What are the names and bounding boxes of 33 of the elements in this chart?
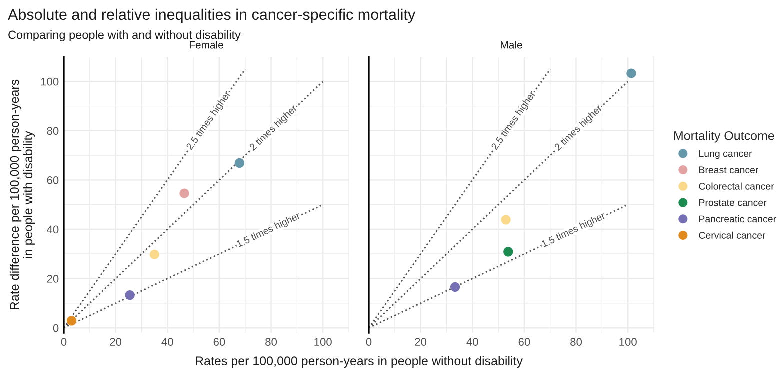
annotation: 1.5 times higher [236,212,302,250]
y-tick-label: 80 [47,127,59,136]
y-tick-label: 0 [53,324,59,332]
annotation: 1.5 times higher [541,212,607,250]
x-tick-label: 40 [162,338,174,346]
legend-label: Pancreatic cancer [700,215,776,223]
x-tick-label: 0 [61,338,67,346]
x-tick-label: 80 [570,338,582,346]
y-tick-label: 20 [47,275,59,283]
x-tick-label: 60 [518,338,530,346]
x-tick-label: 100 [314,338,332,346]
x-tick-label: 60 [214,338,226,346]
y-axis-title: Rate difference per 100,000 person-years in people with disability [10,80,36,310]
y-tick-label: 100 [41,78,59,86]
chart-title: Male [501,41,522,49]
text: Absolute and relative inequalities in cancer-specific mortality [8,8,416,24]
x-tick-label: 100 [620,338,637,346]
x-tick-label: 80 [266,338,278,346]
legend-label: Breast cancer [700,166,759,174]
x-tick-label: 40 [466,338,478,346]
x-tick-label: 20 [415,338,427,346]
x-tick-label: 0 [366,338,372,346]
x-tick-label: 20 [110,338,122,346]
legend-label: Prostate cancer [700,199,767,206]
legend-label: Lung cancer [700,150,752,160]
legend-title: Mortality Outcome [674,131,774,143]
legend-label: Colorectal cancer [699,182,774,190]
chart-title: Female [190,41,224,49]
x-axis-title: Rates per 100,000 person-years in people without disability [196,356,523,368]
y-tick-label: 40 [47,226,59,234]
text: Comparing people with and without disability [8,30,241,42]
y-tick-label: 60 [47,176,59,184]
legend-label: Cervical cancer [699,232,766,239]
